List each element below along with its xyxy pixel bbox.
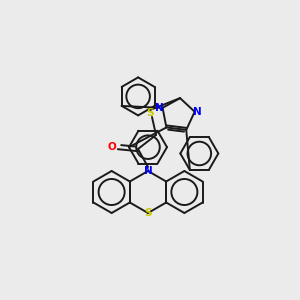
Text: S: S [146, 108, 154, 118]
Text: N: N [155, 103, 164, 113]
Text: S: S [144, 208, 152, 218]
Text: N: N [193, 107, 202, 117]
Text: N: N [144, 166, 152, 176]
Text: O: O [108, 142, 116, 152]
